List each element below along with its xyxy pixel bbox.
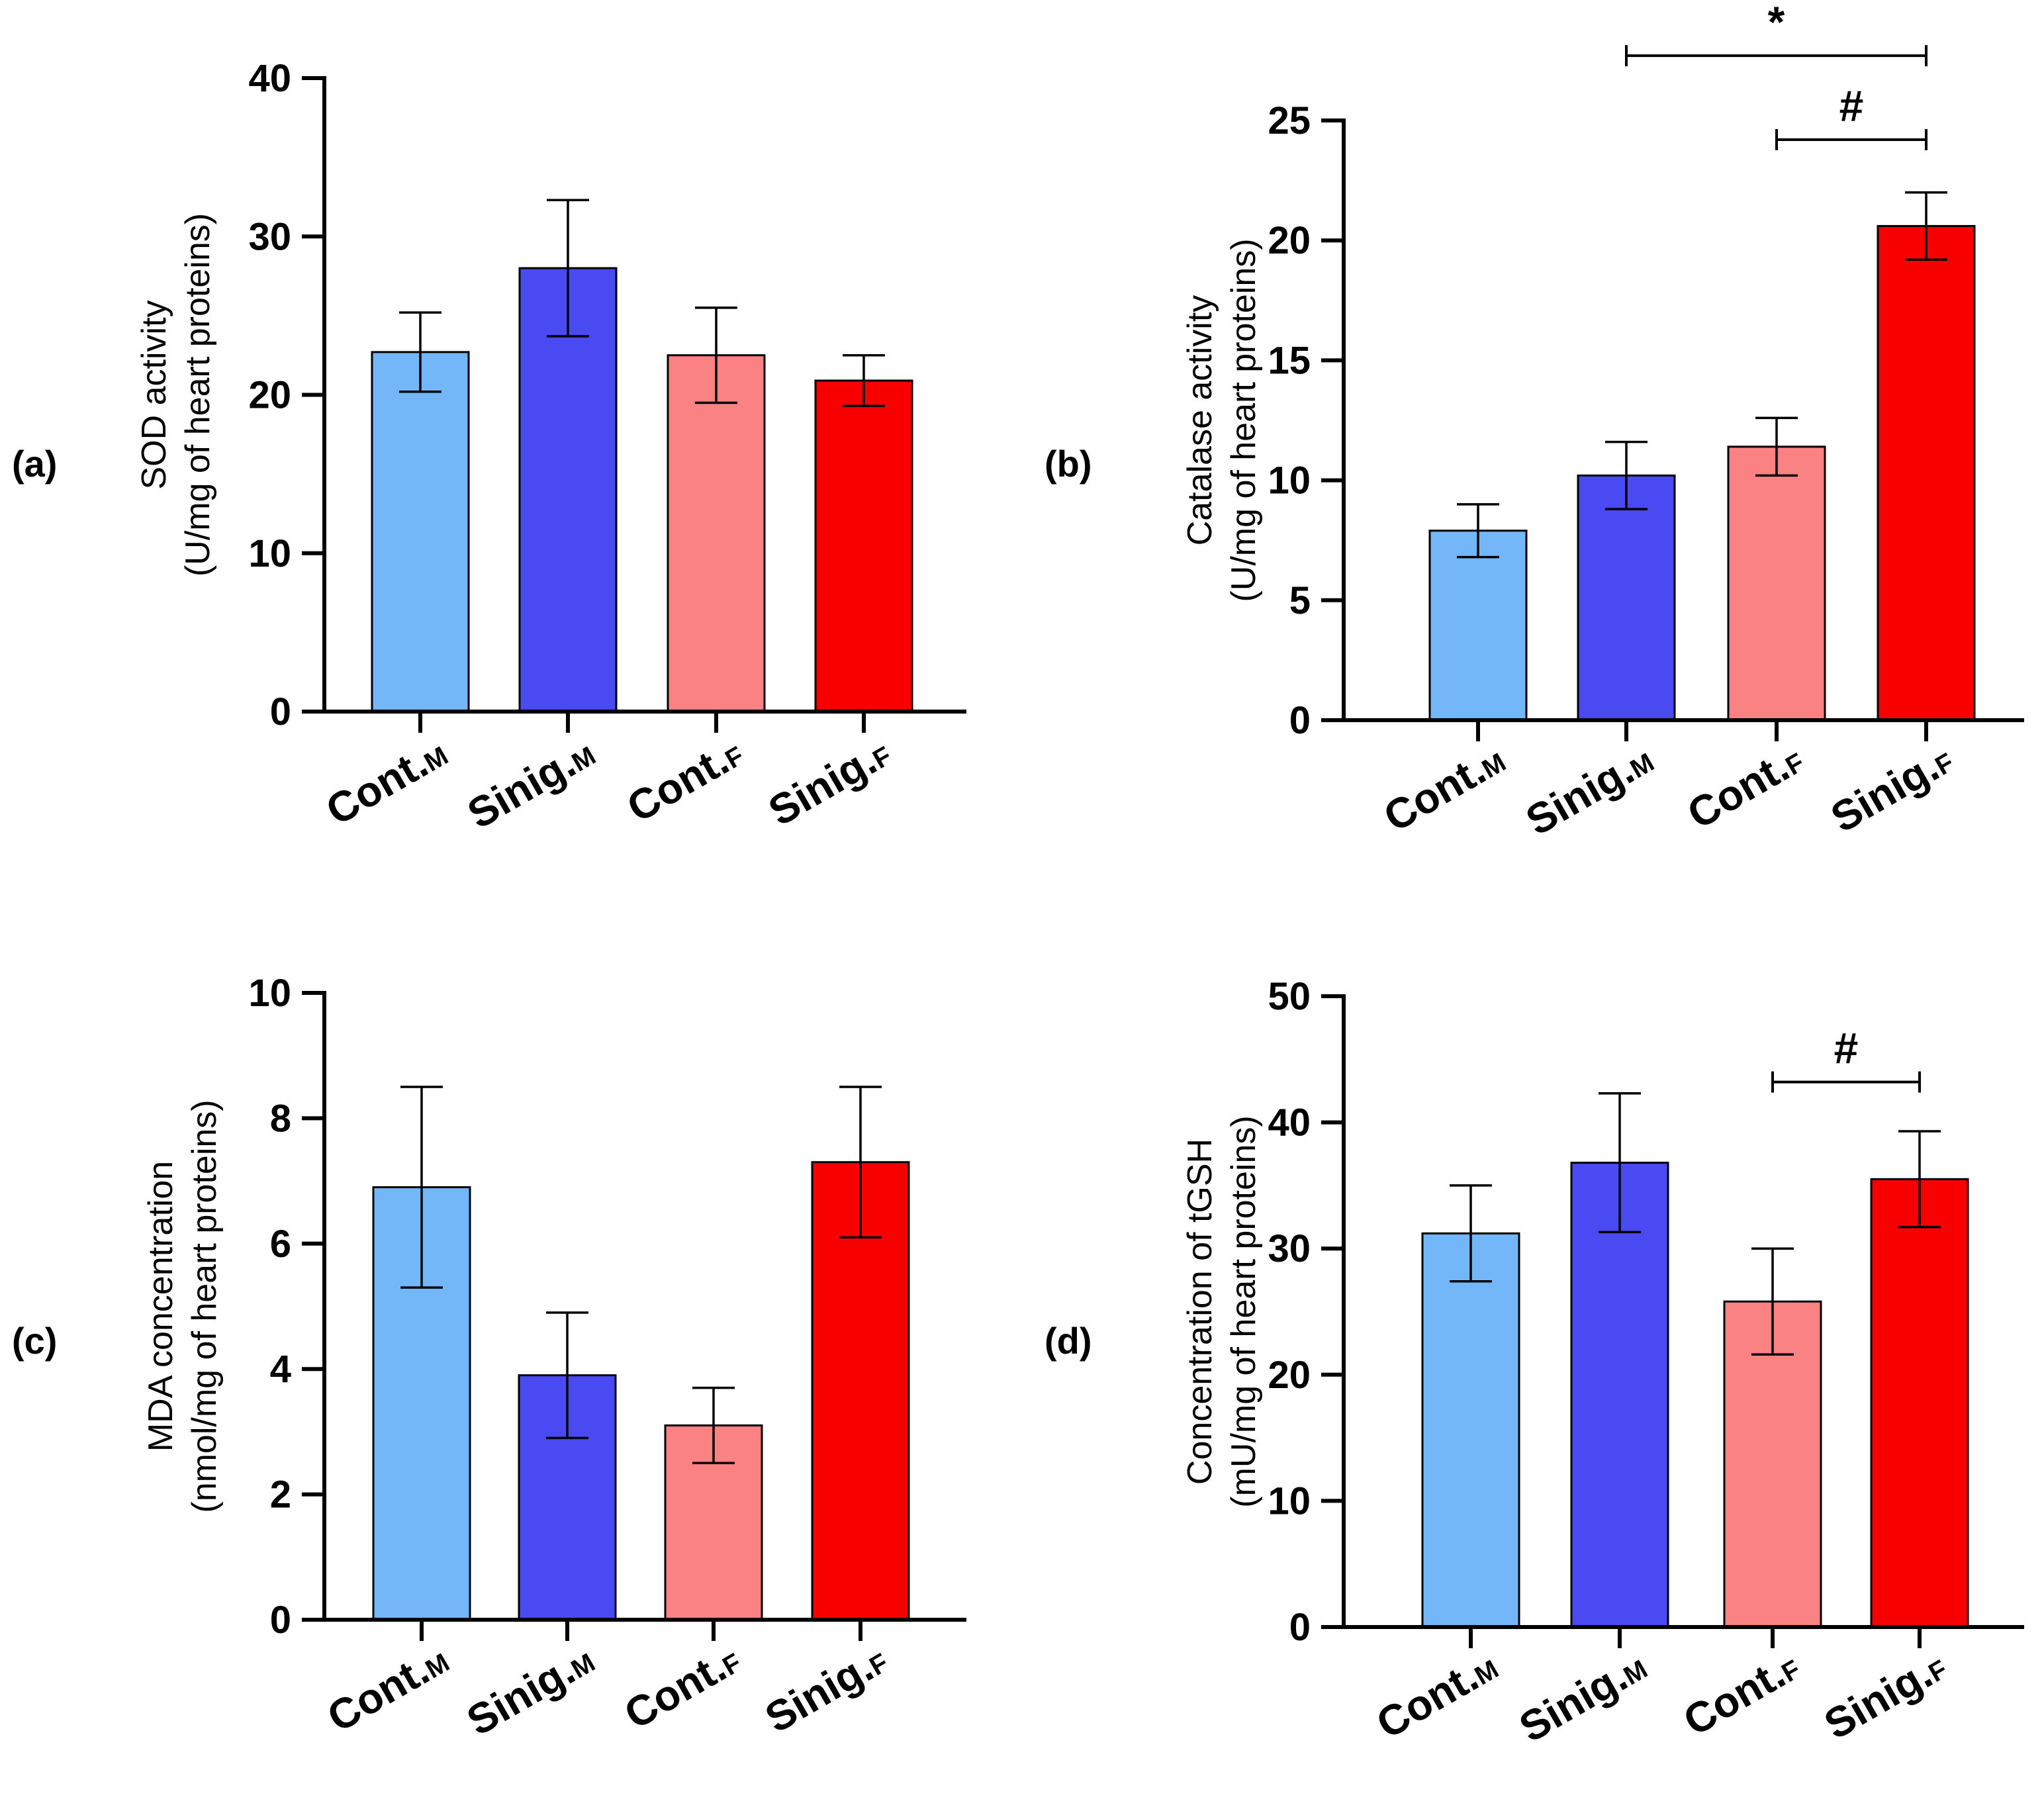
y-tick-label-b: 0	[1289, 699, 1311, 742]
chart-panel-c: (c) MDA concentration (nmol/mg of heart pr…	[12, 972, 966, 1745]
y-tick-label-b: 25	[1268, 99, 1311, 142]
significance-bracket-b-1: *	[1625, 0, 1928, 67]
panel-label-a: (a)	[12, 443, 57, 485]
y-tick-label-a: 10	[248, 532, 291, 575]
y-tick-label-b: 5	[1289, 579, 1311, 622]
y-tick-label-b: 10	[1268, 459, 1311, 502]
panel-label-b: (b)	[1045, 443, 1092, 485]
y-tick-label-c: 0	[270, 1599, 291, 1642]
y-tick-label-d: 40	[1268, 1101, 1311, 1144]
y-axis-title-c: MDA concentration	[142, 1161, 180, 1452]
y-axis-title-b: Catalase activity	[1181, 295, 1219, 546]
bar-d-cont-m	[1421, 1232, 1520, 1628]
y-axis-units-d: (mU/mg of heart proteins)	[1225, 1115, 1263, 1507]
error-bar-d-cont-m	[1450, 1184, 1492, 1283]
error-bar-a-cont-m	[399, 311, 441, 393]
y-axis-title-d: Concentration of tGSH	[1181, 1139, 1219, 1485]
category-label-c-sinig-m: Sinig.M	[459, 1635, 602, 1745]
y-axis-units-a: (U/mg of heart proteins)	[179, 213, 217, 577]
category-label-a-sinig-f: Sinig.F	[761, 728, 898, 835]
error-bar-d-sinig-f	[1898, 1130, 1941, 1229]
bar-a-sinig-m	[518, 267, 618, 713]
error-bar-c-sinig-m	[546, 1311, 588, 1440]
error-bar-a-sinig-f	[843, 353, 885, 407]
category-label-b-cont-f: Cont.F	[1679, 735, 1811, 838]
significance-symbol-b-2: #	[1839, 81, 1864, 130]
category-label-c-sinig-f: Sinig.F	[757, 1635, 895, 1742]
bar-b-cont-m	[1428, 530, 1528, 722]
y-tick-label-a: 30	[248, 215, 291, 258]
category-label-b-cont-m: Cont.M	[1376, 735, 1512, 841]
category-label-c-cont-f: Cont.F	[616, 1635, 748, 1738]
error-bar-b-cont-f	[1755, 416, 1798, 477]
y-tick-label-b: 20	[1268, 219, 1311, 262]
category-label-b-sinig-f: Sinig.F	[1823, 735, 1961, 842]
y-tick-label-d: 30	[1268, 1227, 1311, 1270]
error-bar-a-sinig-m	[547, 199, 589, 338]
significance-symbol-b-1: *	[1768, 0, 1785, 46]
bar-a-cont-f	[667, 354, 766, 713]
y-tick-label-b: 15	[1268, 339, 1311, 382]
y-tick-label-c: 2	[270, 1473, 291, 1516]
y-tick-label-a: 20	[248, 374, 291, 417]
error-bar-d-cont-f	[1751, 1247, 1794, 1356]
y-tick-label-c: 10	[248, 972, 291, 1015]
error-bar-a-cont-f	[695, 306, 737, 404]
bar-a-cont-m	[371, 351, 470, 713]
significance-symbol-d-1: #	[1834, 1024, 1859, 1073]
y-axis-title-a: SOD activity	[135, 300, 173, 489]
bar-b-sinig-f	[1877, 224, 1976, 722]
category-label-c-cont-m: Cont.M	[320, 1635, 456, 1742]
y-tick-label-d: 10	[1268, 1479, 1311, 1522]
error-bar-b-sinig-f	[1905, 191, 1947, 261]
error-bar-c-cont-m	[400, 1086, 443, 1289]
significance-bracket-d-1: #	[1771, 1024, 1921, 1093]
chart-panel-d: (d) Concentration of tGSH (mU/mg of heart …	[1045, 975, 2024, 1751]
y-tick-label-d: 50	[1268, 975, 1311, 1018]
bar-a-sinig-f	[814, 379, 913, 713]
bar-b-cont-f	[1727, 445, 1826, 722]
y-axis-units-c: (nmol/mg of heart proteins)	[185, 1099, 224, 1513]
error-bar-d-sinig-m	[1599, 1092, 1641, 1234]
y-tick-label-d: 0	[1289, 1606, 1311, 1649]
panel-label-c: (c)	[12, 1320, 57, 1362]
y-axis-units-b: (U/mg of heart proteins)	[1225, 238, 1263, 602]
y-tick-label-c: 8	[270, 1097, 291, 1140]
category-label-b-sinig-m: Sinig.M	[1518, 735, 1661, 845]
error-bar-c-sinig-f	[839, 1086, 882, 1239]
category-label-d-cont-f: Cont.F	[1675, 1642, 1807, 1745]
error-bar-c-cont-f	[692, 1386, 735, 1464]
bar-b-sinig-m	[1577, 474, 1676, 722]
y-tick-label-a: 40	[248, 57, 291, 100]
panel-label-d: (d)	[1045, 1320, 1092, 1362]
y-tick-label-d: 20	[1268, 1354, 1311, 1397]
significance-bracket-b-2: #	[1775, 81, 1928, 150]
y-tick-label-c: 6	[270, 1223, 291, 1266]
category-label-a-cont-f: Cont.F	[619, 728, 751, 831]
category-label-d-sinig-m: Sinig.M	[1511, 1642, 1654, 1751]
chart-panel-b: (b) Catalase activity (U/mg of heart prote…	[1045, 0, 2024, 845]
category-label-a-cont-m: Cont.M	[318, 728, 455, 835]
category-label-d-sinig-f: Sinig.F	[1816, 1642, 1954, 1749]
category-label-a-sinig-m: Sinig.M	[459, 728, 602, 838]
category-label-d-cont-m: Cont.M	[1369, 1642, 1505, 1748]
y-tick-label-c: 4	[270, 1348, 291, 1391]
bar-d-sinig-f	[1870, 1178, 1969, 1628]
y-tick-label-a: 0	[270, 690, 291, 733]
error-bar-b-cont-m	[1457, 503, 1499, 559]
chart-panel-a: (a) SOD activity (U/mg of heart proteins) 0…	[12, 57, 966, 838]
bar-d-cont-f	[1723, 1300, 1822, 1628]
error-bar-b-sinig-m	[1605, 440, 1648, 510]
